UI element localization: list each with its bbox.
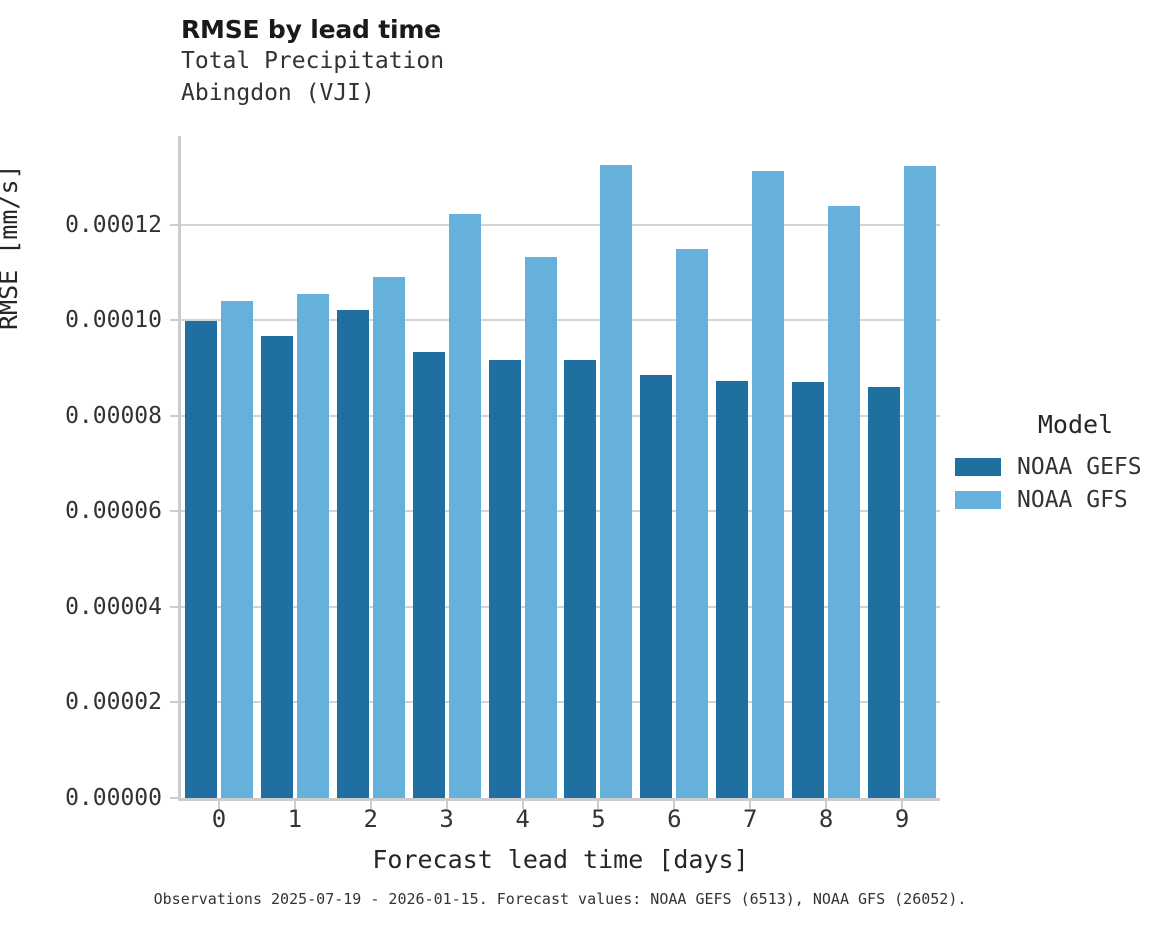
y-tick-label: 0.00006	[65, 498, 162, 525]
bar-noaa-gfs-lead-5[interactable]	[600, 165, 633, 798]
x-tick-mark	[673, 801, 676, 809]
chart-subtitle-location: Abingdon (VJI)	[181, 80, 375, 106]
bar-noaa-gefs-lead-8[interactable]	[792, 382, 825, 798]
legend-swatch-icon	[955, 457, 1001, 476]
x-tick-label: 4	[515, 805, 530, 833]
legend-swatch-icon	[955, 490, 1001, 509]
legend-item[interactable]: NOAA GFS	[955, 483, 1170, 516]
x-tick-mark	[293, 801, 296, 809]
x-tick-label: 0	[211, 805, 227, 833]
gridline	[181, 414, 940, 417]
bar-noaa-gefs-lead-0[interactable]	[184, 321, 217, 798]
x-tick-label: 1	[287, 805, 303, 833]
y-tick-label: 0.00010	[65, 307, 162, 334]
bar-noaa-gfs-lead-7[interactable]	[752, 171, 785, 798]
bar-noaa-gefs-lead-4[interactable]	[488, 360, 521, 798]
plot-area	[170, 136, 940, 809]
y-tick-mark	[170, 510, 178, 513]
y-axis-tick-labels: 0.00000 0.00002 0.00004 0.00006 0.00008 0.000…	[0, 136, 162, 811]
bar-noaa-gfs-lead-3[interactable]	[448, 214, 481, 798]
x-tick-label: 9	[894, 805, 910, 833]
x-tick-label: 6	[667, 805, 682, 833]
x-tick-label: 2	[363, 805, 378, 833]
chart-header: RMSE by lead time Total Precipitation Ab…	[181, 14, 941, 109]
x-tick-mark	[597, 801, 600, 809]
x-tick-label: 3	[439, 805, 454, 833]
gridline	[181, 701, 940, 704]
x-tick-label: 5	[591, 805, 606, 833]
y-axis-spine	[178, 136, 181, 798]
bar-noaa-gefs-lead-9[interactable]	[868, 386, 901, 798]
x-tick-label: 7	[743, 805, 758, 833]
bar-noaa-gefs-lead-7[interactable]	[716, 381, 749, 798]
legend-title: Model	[1037, 410, 1114, 439]
gridline	[181, 605, 940, 608]
y-tick-mark	[170, 414, 178, 417]
plot-background	[181, 136, 940, 798]
bar-noaa-gefs-lead-5[interactable]	[564, 359, 597, 798]
bar-noaa-gfs-lead-2[interactable]	[372, 276, 405, 798]
legend-label: NOAA GEFS	[1017, 453, 1142, 480]
gridline	[181, 223, 940, 226]
page-title: RMSE by lead time	[181, 15, 441, 44]
bar-noaa-gfs-lead-0[interactable]	[220, 300, 253, 798]
x-tick-mark	[901, 801, 904, 809]
bar-noaa-gfs-lead-4[interactable]	[524, 256, 557, 798]
x-tick-mark	[749, 801, 752, 809]
gridline	[181, 319, 940, 322]
x-axis-spine	[178, 798, 940, 801]
legend: Model NOAA GEFS NOAA GFS	[955, 410, 1170, 516]
y-tick-mark	[170, 223, 178, 226]
x-tick-label: 8	[818, 805, 834, 833]
y-tick-label: 0.00004	[65, 593, 162, 620]
gridline	[181, 510, 940, 513]
y-tick-mark	[170, 319, 178, 322]
bar-noaa-gfs-lead-9[interactable]	[904, 165, 937, 798]
legend-item[interactable]: NOAA GEFS	[955, 450, 1170, 483]
legend-entries: NOAA GEFS NOAA GFS	[955, 450, 1170, 516]
x-axis-tick-labels: 0 1 2 3 4 5 6 7 8 9	[181, 805, 940, 839]
x-tick-mark	[825, 801, 828, 809]
x-tick-mark	[521, 801, 524, 809]
y-tick-label: 0.00008	[65, 402, 162, 429]
x-axis-title: Forecast lead time [days]	[372, 845, 749, 874]
bar-noaa-gefs-lead-1[interactable]	[260, 335, 293, 798]
y-tick-label: 0.00000	[65, 785, 162, 811]
y-tick-label: 0.00002	[65, 689, 162, 716]
bar-noaa-gefs-lead-6[interactable]	[640, 375, 673, 798]
y-tick-mark	[170, 605, 178, 608]
y-tick-mark	[170, 701, 178, 704]
bar-noaa-gefs-lead-3[interactable]	[412, 352, 445, 798]
x-tick-mark	[445, 801, 448, 809]
chart-footnote: Observations 2025-07-19 - 2026-01-15. Fo…	[153, 890, 967, 908]
legend-label: NOAA GFS	[1017, 486, 1128, 513]
bar-noaa-gefs-lead-2[interactable]	[336, 309, 369, 798]
x-tick-mark	[369, 801, 372, 809]
x-tick-mark	[217, 801, 220, 809]
y-tick-label: 0.00012	[65, 211, 162, 238]
chart-subtitle-variable: Total Precipitation	[181, 48, 445, 74]
y-tick-mark	[170, 797, 178, 799]
bar-noaa-gfs-lead-1[interactable]	[296, 293, 329, 798]
bar-noaa-gfs-lead-6[interactable]	[676, 248, 709, 798]
bar-noaa-gfs-lead-8[interactable]	[828, 205, 861, 798]
